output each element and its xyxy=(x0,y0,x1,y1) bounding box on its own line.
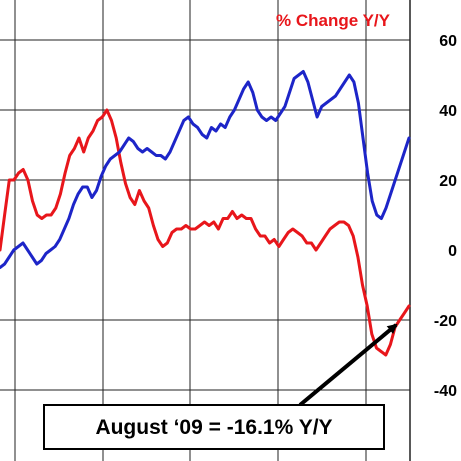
series-line-blue xyxy=(0,70,411,269)
series-lines xyxy=(0,70,411,357)
gridlines xyxy=(0,0,411,461)
y-tick-label: -20 xyxy=(434,313,457,330)
annotation-frame xyxy=(43,404,385,450)
y-tick-label: 0 xyxy=(448,243,457,260)
annotation-box: August ‘09 = -16.1% Y/Y xyxy=(43,404,385,450)
y-tick-labels: 60 40 20 0 -20 -40 xyxy=(434,33,457,400)
annotation-text: August ‘09 = -16.1% Y/Y xyxy=(95,416,332,439)
y-axis-title: % Change Y/Y xyxy=(276,11,391,30)
y-tick-label: 60 xyxy=(439,33,457,50)
arrow-line xyxy=(298,323,398,407)
y-tick-label: 40 xyxy=(439,103,457,120)
series-line-red xyxy=(0,108,411,357)
annotation-arrow xyxy=(298,323,398,407)
y-tick-label: 20 xyxy=(439,173,457,190)
y-tick-label: -40 xyxy=(434,383,457,400)
